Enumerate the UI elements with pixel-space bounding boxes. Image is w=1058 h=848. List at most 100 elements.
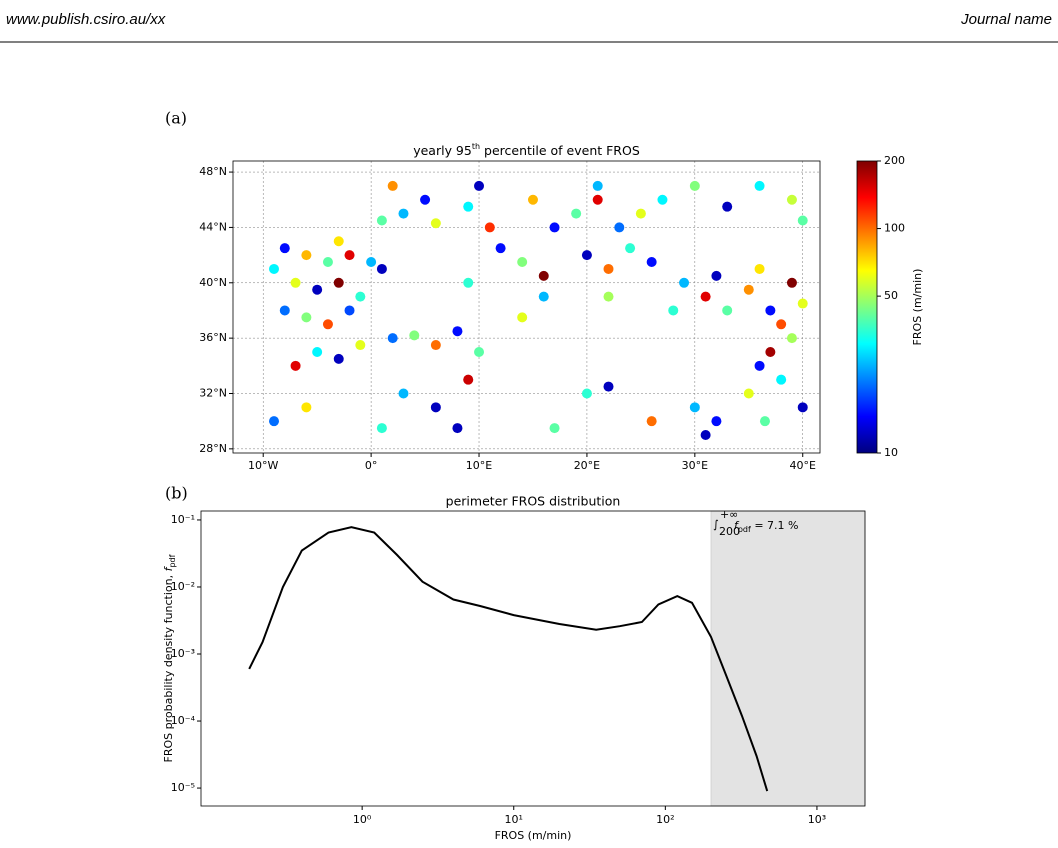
x-tick-label: 0° [365, 459, 378, 472]
hex-cell [646, 416, 657, 427]
x-axis-label: FROS (m/min) [495, 829, 572, 842]
hex-cell [689, 402, 700, 413]
hex-cell [333, 236, 344, 247]
title-part: percentile of event FROS [480, 143, 640, 158]
hex-cell [776, 374, 787, 385]
hex-cell [452, 326, 463, 337]
hex-cell [463, 374, 474, 385]
label-part: FROS probability density function, [162, 571, 175, 762]
hex-cell [322, 319, 333, 330]
hex-cell [474, 180, 485, 191]
annotation-rest: = 7.1 % [751, 519, 799, 532]
hex-cell [797, 298, 808, 309]
y-tick-label: 40°N [199, 276, 227, 289]
annotation-lower: 200 [719, 525, 740, 538]
y-tick-label: 36°N [199, 331, 227, 344]
hex-cell [376, 263, 387, 274]
hex-cell [603, 263, 614, 274]
hex-cell [290, 360, 301, 371]
colorbar-tick-label: 50 [884, 289, 898, 302]
hex-cell [376, 215, 387, 226]
hex-cell [420, 194, 431, 205]
hex-cell [312, 284, 323, 295]
hex-cell [549, 222, 560, 233]
hex-cell [700, 291, 711, 302]
y-tick-label: 10⁻⁴ [171, 714, 196, 727]
hex-cell [344, 250, 355, 261]
label-sub: pdf [168, 554, 177, 567]
hex-cell [646, 257, 657, 268]
colorbar-tick-label: 100 [884, 222, 905, 235]
hex-cell [430, 218, 441, 229]
hex-cell [657, 194, 668, 205]
x-tick-label: 10⁰ [353, 813, 372, 826]
chart-title: perimeter FROS distribution [446, 494, 621, 509]
hex-cell [517, 257, 528, 268]
data-line [248, 526, 769, 792]
header-right: Journal name [960, 11, 1052, 28]
hex-cell [754, 180, 765, 191]
hex-cell [679, 277, 690, 288]
title-sup: th [472, 142, 480, 151]
hex-cell [344, 305, 355, 316]
hex-cell [269, 416, 280, 427]
hex-cell [538, 291, 549, 302]
hex-cell [301, 250, 312, 261]
hex-cell [759, 416, 770, 427]
hex-cell [765, 346, 776, 357]
y-tick-label: 10⁻¹ [171, 513, 195, 526]
hex-cell [765, 305, 776, 316]
x-tick-label: 10°E [466, 459, 492, 472]
hex-cell [722, 305, 733, 316]
hex-cell [668, 305, 679, 316]
hex-cell [279, 243, 290, 254]
hex-cell [700, 430, 711, 441]
hex-cell [387, 180, 398, 191]
hex-cell [517, 312, 528, 323]
hex-cell [538, 270, 549, 281]
hex-cell [625, 243, 636, 254]
hex-cell [387, 333, 398, 344]
annotation-integral: ∫ [713, 518, 719, 531]
hex-cell [430, 402, 441, 413]
title-part: yearly 95 [413, 143, 472, 158]
y-tick-label: 10⁻³ [171, 647, 195, 660]
hex-cell [355, 340, 366, 351]
hex-cell [333, 353, 344, 364]
y-tick-label: 10⁻⁵ [171, 781, 195, 794]
x-tick-label: 10°W [248, 459, 278, 472]
annotation-var: f [734, 519, 740, 532]
hex-cell [333, 277, 344, 288]
hex-cell [776, 319, 787, 330]
hex-cell [786, 333, 797, 344]
hex-cell [743, 284, 754, 295]
colorbar-tick-label: 10 [884, 446, 898, 459]
hex-cell [290, 277, 301, 288]
hex-cell [301, 402, 312, 413]
y-tick-label: 10⁻² [171, 580, 195, 593]
hex-cell [355, 291, 366, 302]
x-tick-label: 40°E [790, 459, 816, 472]
colorbar-tick-label: 200 [884, 154, 905, 167]
hex-cell [711, 416, 722, 427]
hex-cell [463, 277, 474, 288]
hex-cell [376, 423, 387, 434]
hex-cell [452, 423, 463, 434]
y-tick-label: 44°N [199, 220, 227, 233]
chart-title: yearly 95th percentile of event FROS [413, 142, 640, 158]
hex-cell [711, 270, 722, 281]
hex-cell [549, 423, 560, 434]
hex-cell [635, 208, 646, 219]
hex-cell [301, 312, 312, 323]
hex-cell [366, 257, 377, 268]
hex-cell [484, 222, 495, 233]
hex-cell [689, 180, 700, 191]
axes-frame [232, 160, 821, 454]
x-tick-label: 30°E [682, 459, 708, 472]
hex-cell [614, 222, 625, 233]
y-tick-label: 48°N [199, 165, 227, 178]
hex-cell [279, 305, 290, 316]
hex-cell [269, 263, 280, 274]
shaded-region [710, 510, 866, 807]
label-var: f [162, 565, 175, 571]
